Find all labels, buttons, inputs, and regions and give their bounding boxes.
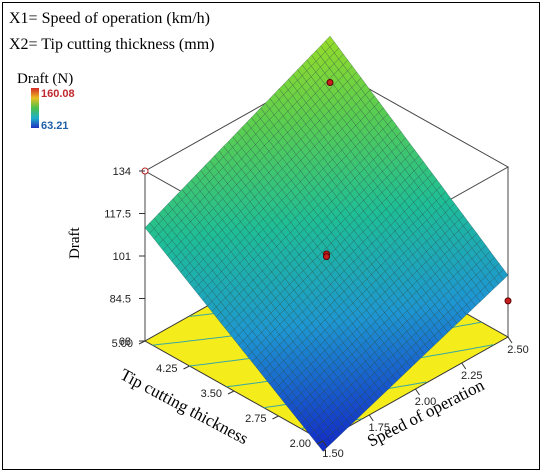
design-point [504, 297, 512, 305]
x-tick [322, 440, 328, 448]
x-tick [415, 388, 420, 396]
axes: 134 117.5 101 84.5 68 1.50 1.75 2.00 2.25 2.50 2.0… [104, 166, 528, 460]
y-tick-label: 4.25 [156, 363, 177, 375]
y-tick-label: 5.00 [112, 338, 133, 350]
y-tick [272, 415, 279, 420]
y-tick-label: 2.00 [290, 438, 311, 450]
factor-line-x2: X2= Tip cutting thickness (mm) [9, 36, 214, 53]
z-tick-label: 134 [113, 166, 131, 178]
z-tick-label: 117.5 [104, 209, 131, 221]
x-tick [507, 336, 513, 344]
surface-cell [325, 35, 335, 48]
y-tick-label: 2.75 [245, 413, 266, 425]
x-tick [368, 414, 374, 422]
surface-plot: X1= Speed of operation (km/h) X2= Tip cu… [9, 10, 529, 460]
y-tick-label: 3.50 [201, 388, 222, 400]
design-points-visible [323, 79, 512, 305]
x-tick-label: 2.00 [415, 396, 436, 408]
x-tick [461, 362, 467, 370]
colorbar-max-label: 160.08 [41, 88, 75, 100]
x-tick-label: 1.50 [322, 448, 343, 460]
z-tick-label: 68 [119, 336, 131, 348]
colorbar [31, 88, 39, 128]
z-tick-label: 84.5 [110, 294, 131, 306]
z-tick-label: 101 [113, 251, 131, 263]
design-point [326, 79, 334, 86]
chart-frame: X1= Speed of operation (km/h) X2= Tip cu… [2, 2, 540, 470]
z-axis-title: Draft [67, 227, 83, 259]
y-tick [227, 390, 235, 395]
x-tick-label: 1.75 [369, 422, 390, 434]
x-tick-label: 2.50 [507, 344, 528, 356]
y-tick [183, 365, 190, 370]
x-tick-label: 2.25 [461, 370, 482, 382]
response-title: Draft (N) [17, 71, 73, 87]
factor-line-x1: X1= Speed of operation (km/h) [9, 10, 210, 27]
y-tick [138, 340, 146, 345]
y-tick [316, 440, 324, 445]
colorbar-min-label: 63.21 [41, 120, 69, 132]
design-point [323, 253, 330, 261]
response-surface [144, 35, 509, 452]
